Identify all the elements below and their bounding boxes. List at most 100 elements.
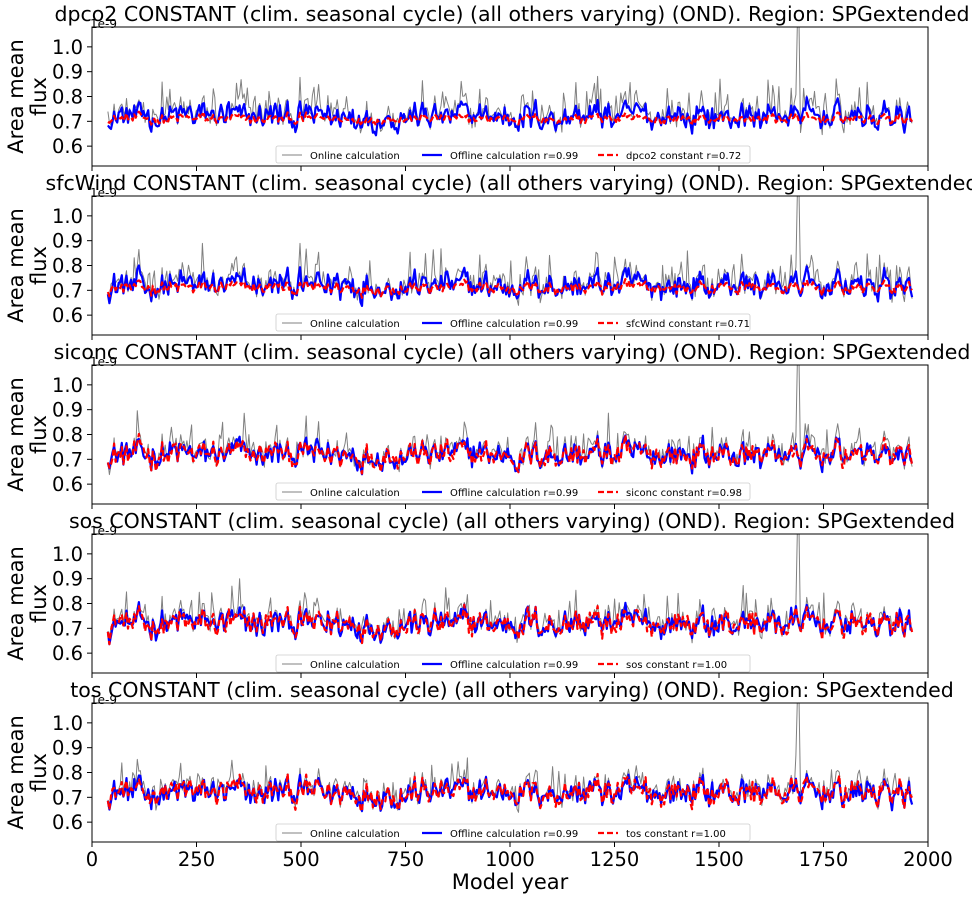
legend-label: Online calculation	[310, 319, 400, 330]
y-tick-label: 0.7	[52, 617, 83, 640]
y-tick-label: 0.9	[52, 61, 83, 84]
legend-label: Online calculation	[310, 660, 400, 671]
x-tick-label: 500	[282, 848, 319, 871]
legend-box	[275, 823, 751, 842]
y-tick-label: 0.6	[52, 811, 83, 834]
y-tick-label: 0.8	[52, 593, 83, 616]
axes-frame	[91, 702, 929, 843]
x-axis-label: Model year	[452, 870, 569, 894]
y-offset-multiplier: 1e-9	[90, 186, 117, 200]
y-axis-label-unit: flux	[27, 584, 51, 623]
y-tick-label: 0.6	[52, 135, 83, 158]
y-tick-label: 0.7	[52, 110, 83, 133]
x-tick-label: 1750	[799, 848, 849, 871]
series-line-2	[106, 600, 913, 646]
y-tick-label: 0.6	[52, 642, 83, 665]
x-tick-label: 2000	[903, 848, 953, 871]
y-axis-label-unit: flux	[27, 77, 51, 116]
series-line-1	[107, 703, 913, 813]
y-tick-label: 0.8	[52, 86, 83, 109]
legend: Online calculation Offline calculation r=…	[275, 313, 751, 332]
panel-4: sos CONSTANT (clim. seasonal cycle) (all…	[4, 509, 955, 678]
panel-title: sfcWind CONSTANT (clim. seasonal cycle) …	[46, 171, 972, 195]
legend-label: dpco2 constant r=0.72	[626, 151, 741, 162]
x-tick-label: 750	[387, 848, 424, 871]
series-line-3	[106, 603, 914, 646]
y-axis-label: Area mean	[4, 546, 28, 661]
panel-3: siconc CONSTANT (clim. seasonal cycle) (…	[4, 340, 970, 509]
series-line-3	[106, 277, 913, 299]
y-axis-label: Area mean	[4, 715, 28, 830]
y-tick-label: 0.9	[52, 737, 83, 760]
legend-box	[275, 482, 751, 501]
y-axis-label: Area mean	[4, 39, 28, 154]
y-tick-label: 1.0	[52, 374, 83, 397]
y-tick-label: 1.0	[52, 36, 83, 59]
legend: Online calculation Offline calculation r=…	[275, 823, 751, 842]
y-offset-multiplier: 1e-9	[90, 693, 117, 707]
y-tick-label: 0.8	[52, 762, 83, 785]
legend-label: sos constant r=1.00	[626, 660, 727, 671]
legend-label: Online calculation	[310, 488, 400, 499]
legend-label: tos constant r=1.00	[626, 829, 726, 840]
x-tick-label: 250	[178, 848, 215, 871]
series-line-2	[106, 434, 914, 476]
panel-2: sfcWind CONSTANT (clim. seasonal cycle) …	[4, 171, 972, 340]
y-tick-label: 1.0	[52, 205, 83, 228]
x-tick-label: 1250	[590, 848, 640, 871]
series-line-3	[107, 110, 914, 127]
legend-label: Offline calculation r=0.99	[450, 660, 578, 671]
axes-frame	[91, 195, 929, 336]
y-axis-label: Area mean	[4, 208, 28, 323]
legend: Online calculation Offline calculation r=…	[275, 654, 751, 673]
legend-label: Online calculation	[310, 829, 400, 840]
y-tick-label: 0.7	[52, 448, 83, 471]
y-offset-multiplier: 1e-9	[90, 17, 117, 31]
y-tick-label: 0.7	[52, 279, 83, 302]
panel-1: dpco2 CONSTANT (clim. seasonal cycle) (a…	[4, 2, 970, 171]
y-axis-label-unit: flux	[27, 753, 51, 792]
y-offset-multiplier: 1e-9	[90, 355, 117, 369]
panel-title: tos CONSTANT (clim. seasonal cycle) (all…	[70, 678, 953, 702]
series-line-1	[107, 27, 913, 136]
legend-label: Online calculation	[310, 151, 400, 162]
y-tick-label: 1.0	[52, 712, 83, 735]
y-offset-multiplier: 1e-9	[90, 524, 117, 538]
axes-frame	[91, 26, 929, 167]
panel-5: tos CONSTANT (clim. seasonal cycle) (all…	[4, 678, 954, 847]
axes-frame	[91, 364, 929, 505]
y-tick-label: 0.9	[52, 230, 83, 253]
legend-label: Offline calculation r=0.99	[450, 319, 578, 330]
legend: Online calculation Offline calculation r=…	[275, 482, 751, 501]
series-line-1	[107, 196, 913, 306]
x-tick-label: 1000	[485, 848, 535, 871]
legend-label: sfcWind constant r=0.71	[626, 319, 750, 330]
y-tick-label: 0.7	[52, 786, 83, 809]
y-axis-label-unit: flux	[27, 246, 51, 285]
legend-box	[275, 654, 751, 673]
panel-title: dpco2 CONSTANT (clim. seasonal cycle) (a…	[54, 2, 969, 26]
y-tick-label: 0.8	[52, 424, 83, 447]
legend-label: siconc constant r=0.98	[626, 488, 742, 499]
legend-label: Offline calculation r=0.99	[450, 488, 578, 499]
legend-label: Offline calculation r=0.99	[450, 151, 578, 162]
x-tick-label: 1500	[694, 848, 744, 871]
axes-frame	[91, 533, 929, 674]
y-axis-label: Area mean	[4, 377, 28, 492]
legend-label: Offline calculation r=0.99	[450, 829, 578, 840]
x-tick-label: 0	[86, 848, 98, 871]
y-tick-label: 0.6	[52, 473, 83, 496]
y-tick-label: 0.8	[52, 255, 83, 278]
series-line-3	[106, 432, 914, 475]
panel-title: siconc CONSTANT (clim. seasonal cycle) (…	[54, 340, 971, 364]
y-tick-label: 0.9	[52, 568, 83, 591]
y-tick-label: 0.9	[52, 399, 83, 422]
series-line-3	[106, 772, 913, 813]
y-tick-label: 1.0	[52, 543, 83, 566]
y-axis-label-unit: flux	[27, 415, 51, 454]
legend-box	[275, 145, 751, 164]
y-tick-label: 0.6	[52, 304, 83, 327]
legend-box	[275, 313, 751, 332]
legend: Online calculation Offline calculation r=…	[275, 145, 751, 164]
